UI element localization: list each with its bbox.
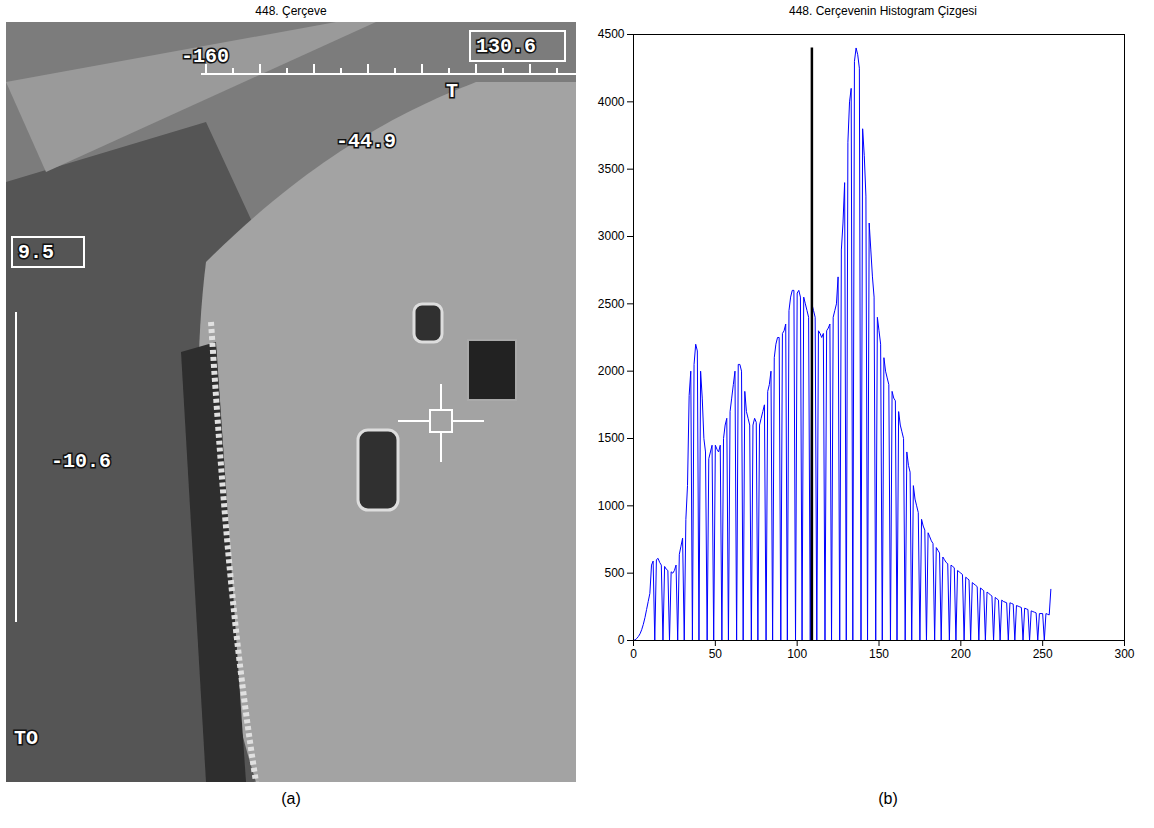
svg-text:2000: 2000: [598, 364, 625, 378]
svg-text:3500: 3500: [598, 162, 625, 176]
html-text:(a): (a): [281, 790, 301, 807]
svg-text:-10.6: -10.6: [51, 450, 111, 473]
svg-text:1000: 1000: [598, 499, 625, 513]
svg-text:2500: 2500: [598, 297, 625, 311]
svg-text:300: 300: [1114, 647, 1134, 661]
svg-text:250: 250: [1033, 647, 1053, 661]
svg-text:100: 100: [787, 647, 807, 661]
svg-text:0: 0: [630, 647, 637, 661]
svg-text:-44.9: -44.9: [336, 130, 396, 153]
html-text:448. Çerçeve: 448. Çerçeve: [255, 4, 327, 18]
svg-text:50: 50: [709, 647, 723, 661]
svg-text:500: 500: [604, 566, 624, 580]
svg-text:9.5: 9.5: [18, 241, 54, 264]
html-text:448. Cerçevenin Histogram Çizg: 448. Cerçevenin Histogram Çizgesi: [789, 4, 977, 18]
svg-text:TO: TO: [14, 727, 38, 750]
svg-text:-160: -160: [181, 45, 229, 68]
svg-text:1500: 1500: [598, 431, 625, 445]
html-text:(b): (b): [878, 790, 898, 807]
svg-text:150: 150: [869, 647, 889, 661]
svg-text:T: T: [446, 80, 458, 103]
svg-text:3000: 3000: [598, 229, 625, 243]
svg-text:0: 0: [618, 633, 625, 647]
svg-text:200: 200: [951, 647, 971, 661]
svg-text:4000: 4000: [598, 95, 625, 109]
svg-text:4500: 4500: [598, 27, 625, 41]
svg-text:130.6: 130.6: [476, 35, 536, 58]
